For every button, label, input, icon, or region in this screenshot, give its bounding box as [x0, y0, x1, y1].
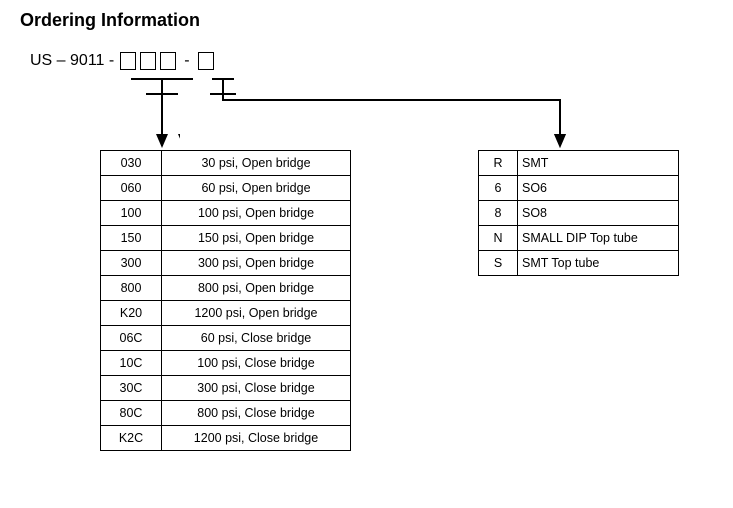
- page-title: Ordering Information: [20, 10, 200, 31]
- group-underline-left: [131, 78, 193, 80]
- table-row: 300300 psi, Open bridge: [101, 251, 351, 276]
- dash: -: [178, 52, 195, 70]
- desc-cell: 100 psi, Close bridge: [162, 351, 351, 376]
- desc-cell: 150 psi, Open bridge: [162, 226, 351, 251]
- code-cell: 80C: [101, 401, 162, 426]
- table-row: 800800 psi, Open bridge: [101, 276, 351, 301]
- placeholder-box: [120, 52, 136, 70]
- desc-cell: SO8: [518, 201, 679, 226]
- table-row: 6SO6: [479, 176, 679, 201]
- desc-cell: 1200 psi, Close bridge: [162, 426, 351, 451]
- desc-cell: 30 psi, Open bridge: [162, 151, 351, 176]
- code-cell: 800: [101, 276, 162, 301]
- table-row: 03030 psi, Open bridge: [101, 151, 351, 176]
- code-cell: 030: [101, 151, 162, 176]
- table-row: RSMT: [479, 151, 679, 176]
- placeholder-box: [198, 52, 214, 70]
- code-cell: S: [479, 251, 518, 276]
- table-row: SSMT Top tube: [479, 251, 679, 276]
- desc-cell: SMALL DIP Top tube: [518, 226, 679, 251]
- desc-cell: SMT Top tube: [518, 251, 679, 276]
- code-cell: N: [479, 226, 518, 251]
- part-prefix: US – 9011 -: [30, 52, 118, 70]
- desc-cell: 300 psi, Close bridge: [162, 376, 351, 401]
- code-cell: 30C: [101, 376, 162, 401]
- desc-cell: 60 psi, Open bridge: [162, 176, 351, 201]
- code-cell: 6: [479, 176, 518, 201]
- placeholder-box: [160, 52, 176, 70]
- table-row: K2C1200 psi, Close bridge: [101, 426, 351, 451]
- table-row: 150150 psi, Open bridge: [101, 226, 351, 251]
- desc-cell: 800 psi, Open bridge: [162, 276, 351, 301]
- code-cell: 060: [101, 176, 162, 201]
- code-cell: R: [479, 151, 518, 176]
- table-row: 10C100 psi, Close bridge: [101, 351, 351, 376]
- desc-cell: 300 psi, Open bridge: [162, 251, 351, 276]
- desc-cell: 60 psi, Close bridge: [162, 326, 351, 351]
- code-cell: 8: [479, 201, 518, 226]
- table-row: 06060 psi, Open bridge: [101, 176, 351, 201]
- table-row: K201200 psi, Open bridge: [101, 301, 351, 326]
- table-row: 100100 psi, Open bridge: [101, 201, 351, 226]
- desc-cell: SMT: [518, 151, 679, 176]
- table-row: 8SO8: [479, 201, 679, 226]
- desc-cell: 1200 psi, Open bridge: [162, 301, 351, 326]
- part-number-pattern: US – 9011 - -: [30, 52, 216, 70]
- code-cell: 300: [101, 251, 162, 276]
- code-cell: 10C: [101, 351, 162, 376]
- package-code-table: RSMT6SO68SO8NSMALL DIP Top tubeSSMT Top …: [478, 150, 679, 276]
- desc-cell: 800 psi, Close bridge: [162, 401, 351, 426]
- table-row: NSMALL DIP Top tube: [479, 226, 679, 251]
- desc-cell: SO6: [518, 176, 679, 201]
- table-row: 30C300 psi, Close bridge: [101, 376, 351, 401]
- code-cell: 150: [101, 226, 162, 251]
- code-cell: K20: [101, 301, 162, 326]
- group-underline-right: [212, 78, 234, 80]
- desc-cell: 100 psi, Open bridge: [162, 201, 351, 226]
- code-cell: 06C: [101, 326, 162, 351]
- placeholder-box: [140, 52, 156, 70]
- table-row: 06C60 psi, Close bridge: [101, 326, 351, 351]
- pressure-code-table: 03030 psi, Open bridge06060 psi, Open br…: [100, 150, 351, 451]
- code-cell: 100: [101, 201, 162, 226]
- table-row: 80C800 psi, Close bridge: [101, 401, 351, 426]
- code-cell: K2C: [101, 426, 162, 451]
